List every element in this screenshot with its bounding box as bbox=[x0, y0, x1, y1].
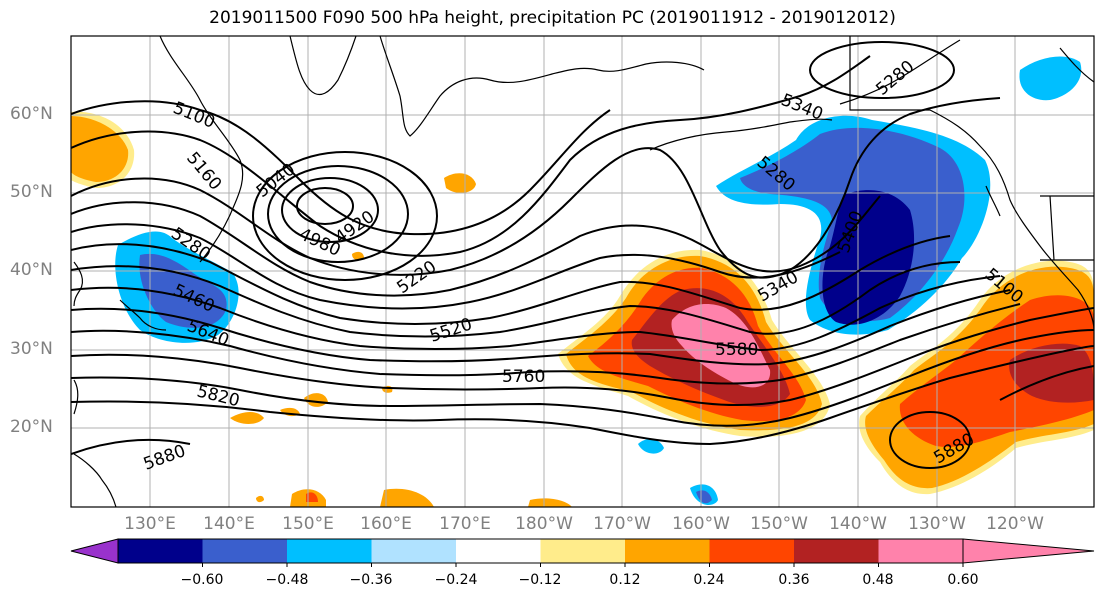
contour-label: 5520 bbox=[427, 314, 474, 346]
lat-label: 40°N bbox=[10, 260, 53, 280]
colorbar-bin bbox=[878, 539, 963, 563]
colorbar-tick-label: −0.48 bbox=[265, 572, 309, 588]
colorbar-bin bbox=[202, 539, 287, 563]
colorbar-ticks bbox=[202, 563, 964, 567]
colorbar-bin bbox=[371, 539, 456, 563]
colorbar-tick-label: −0.24 bbox=[434, 572, 478, 588]
lon-label: 160°W bbox=[672, 514, 730, 534]
lon-label: 140°W bbox=[829, 514, 887, 534]
colorbar-tick-label: −0.60 bbox=[180, 572, 224, 588]
contour-label: 5880 bbox=[141, 441, 188, 475]
colorbar-bin bbox=[287, 539, 372, 563]
lon-label: 180°W bbox=[515, 514, 573, 534]
map-frame bbox=[70, 35, 1095, 508]
lon-label: 130°E bbox=[124, 514, 176, 534]
colorbar-bin bbox=[456, 539, 541, 563]
lat-label: 20°N bbox=[10, 417, 53, 437]
lon-label: 150°W bbox=[750, 514, 808, 534]
contour-label: 5580 bbox=[715, 340, 758, 360]
lon-label: 160°E bbox=[360, 514, 412, 534]
coastlines bbox=[73, 36, 1094, 507]
colorbar-tick-label: 0.24 bbox=[693, 572, 725, 588]
graticule bbox=[71, 36, 1094, 507]
negative-precip-areas bbox=[115, 56, 1082, 505]
precipitation-field bbox=[71, 56, 1094, 507]
colorbar-tick-label: 0.60 bbox=[947, 572, 979, 588]
contour-label: 5160 bbox=[182, 148, 225, 194]
colorbar-tick-label: −0.36 bbox=[349, 572, 393, 588]
contour-label: 5760 bbox=[502, 367, 545, 387]
contour-label: 5040 bbox=[253, 160, 299, 202]
colorbar-bin bbox=[540, 539, 625, 563]
colorbar-extend-low bbox=[70, 538, 119, 564]
lon-label: 140°E bbox=[203, 514, 255, 534]
colorbar-tick-label: −0.12 bbox=[518, 572, 562, 588]
map-title: 2019011500 F090 500 hPa height, precipit… bbox=[209, 8, 896, 28]
lon-label: 120°W bbox=[986, 514, 1044, 534]
contour-label: 5280 bbox=[872, 57, 918, 100]
colorbar-bin bbox=[709, 539, 794, 563]
lon-label: 150°E bbox=[282, 514, 334, 534]
colorbar-tick-label: 0.48 bbox=[862, 572, 894, 588]
lat-label: 60°N bbox=[10, 104, 53, 124]
colorbar-bin bbox=[625, 539, 710, 563]
contour-label: 5340 bbox=[755, 267, 802, 306]
lon-label: 130°W bbox=[908, 514, 966, 534]
lat-label: 30°N bbox=[10, 339, 53, 359]
lat-label: 50°N bbox=[10, 182, 53, 202]
colorbar-bin bbox=[118, 539, 203, 563]
colorbar-bin bbox=[794, 539, 879, 563]
colorbar-extend-high bbox=[962, 538, 1095, 564]
colorbar-tick-label: 0.12 bbox=[609, 572, 641, 588]
colorbar bbox=[70, 538, 1095, 567]
height-contours bbox=[71, 41, 1094, 469]
colorbar-tick-label: 0.36 bbox=[778, 572, 810, 588]
contour-label: 5100 bbox=[170, 98, 218, 133]
lon-label: 170°E bbox=[439, 514, 491, 534]
lon-label: 170°W bbox=[593, 514, 651, 534]
